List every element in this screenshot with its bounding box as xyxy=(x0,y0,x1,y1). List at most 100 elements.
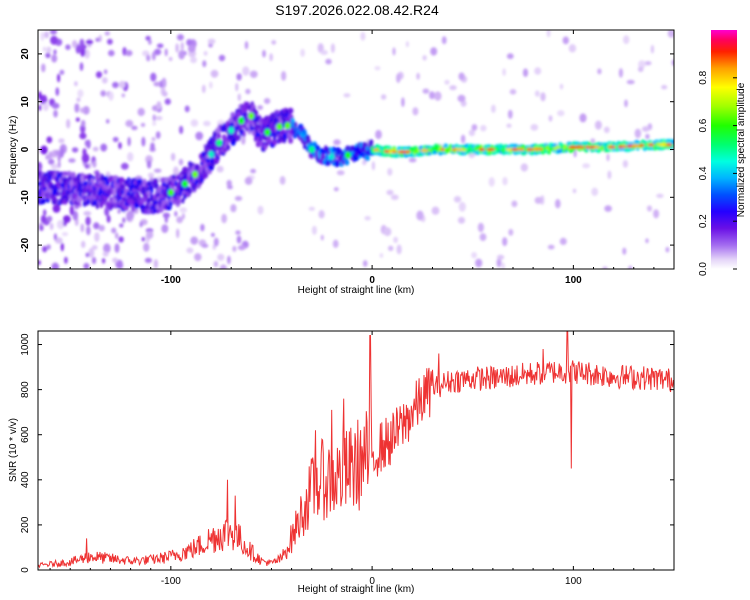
heatmap-noise-cell xyxy=(78,44,87,50)
heatmap-noise-cell xyxy=(152,121,157,126)
heatmap-noise-cell xyxy=(84,49,90,59)
heatmap-core-cell xyxy=(657,143,668,147)
heatmap-noise-cell xyxy=(108,49,115,57)
heatmap-noise-cell xyxy=(51,102,60,109)
heatmap-noise-cell xyxy=(221,213,228,224)
heatmap-ridge-cell xyxy=(309,141,314,148)
heatmap-noise-cell xyxy=(52,204,61,213)
heatmap-noise-cell xyxy=(235,82,239,92)
heatmap-noise-cell xyxy=(508,228,514,236)
heatmap-noise-cell xyxy=(38,91,42,100)
heatmap-noise-cell xyxy=(60,242,64,252)
heatmap-noise-cell xyxy=(54,237,63,244)
heatmap-noise-cell xyxy=(396,244,402,255)
heatmap-ridge-cell xyxy=(134,202,140,209)
heatmap-noise-cell xyxy=(491,104,496,114)
heatmap-noise-cell xyxy=(211,232,215,237)
heatmap-ridge-cell xyxy=(152,178,159,185)
colorbar: 0.0 0.2 0.4 0.6 0.8 Normalized spectral ampl… xyxy=(698,30,747,276)
heatmap-noise-cell xyxy=(200,223,205,232)
heatmap-cells xyxy=(38,30,674,269)
heatmap-noise-cell xyxy=(181,213,185,220)
heatmap-noise-cell xyxy=(408,158,417,163)
heatmap-noise-cell xyxy=(388,245,394,251)
heatmap-noise-cell xyxy=(245,88,251,95)
y-tick-label: 1000 xyxy=(20,333,31,356)
heatmap-noise-cell xyxy=(271,40,277,45)
heatmap-core-cell xyxy=(648,143,654,147)
heatmap-noise-cell xyxy=(122,217,126,224)
heatmap-noise-cell xyxy=(547,244,555,250)
heatmap-core-cell xyxy=(517,148,525,151)
heatmap-noise-cell xyxy=(141,237,145,242)
heatmap-ridge-cell xyxy=(242,131,246,137)
heatmap-noise-cell xyxy=(591,187,599,196)
heatmap-noise-cell xyxy=(82,106,90,115)
heatmap-ridge-cell xyxy=(238,122,245,129)
heatmap-ridge-cell xyxy=(71,198,75,204)
heatmap-noise-cell xyxy=(213,261,219,268)
heatmap-noise-cell xyxy=(116,262,124,269)
heatmap-noise-cell xyxy=(44,31,50,39)
heatmap-noise-cell xyxy=(59,69,65,75)
heatmap-ridge-cell xyxy=(319,148,324,154)
heatmap-core-cell xyxy=(238,117,245,125)
y-tick-label: -10 xyxy=(20,190,31,205)
heatmap-ridge-cell xyxy=(236,135,241,141)
heatmap-noise-cell xyxy=(213,237,219,247)
heatmap-noise-cell xyxy=(203,120,211,127)
heatmap-noise-cell xyxy=(330,43,335,53)
heatmap-noise-cell xyxy=(661,85,668,90)
heatmap-noise-cell xyxy=(568,44,577,53)
heatmap-noise-cell xyxy=(68,158,76,163)
heatmap-noise-cell xyxy=(100,90,106,97)
heatmap-noise-cell xyxy=(46,136,53,144)
heatmap-core-cell xyxy=(535,147,543,151)
heatmap-noise-cell xyxy=(383,227,392,237)
heatmap-noise-cell xyxy=(71,40,78,49)
heatmap-core-cell xyxy=(248,112,255,120)
heatmap-noise-cell xyxy=(162,91,168,97)
heatmap-noise-cell xyxy=(85,216,91,226)
heatmap-noise-cell xyxy=(40,215,47,224)
heatmap-noise-cell xyxy=(638,60,646,69)
heatmap-core-cell xyxy=(208,150,215,158)
heatmap-ridge-cell xyxy=(230,121,235,128)
heatmap-noise-cell xyxy=(511,200,518,208)
heatmap-noise-cell xyxy=(665,246,670,253)
heatmap-noise-cell xyxy=(622,247,627,255)
heatmap-noise-cell xyxy=(644,61,652,66)
heatmap-noise-cell xyxy=(94,232,100,242)
heatmap-noise-cell xyxy=(186,39,193,46)
heatmap-core-cell xyxy=(216,139,223,147)
heatmap-noise-cell xyxy=(375,129,382,140)
heatmap-noise-cell xyxy=(416,210,424,221)
spectrogram-ylabel: Frequency (Hz) xyxy=(8,116,19,185)
heatmap-noise-cell xyxy=(164,98,171,105)
y-tick-label: 600 xyxy=(20,426,31,443)
heatmap-noise-cell xyxy=(209,81,213,89)
heatmap-noise-cell xyxy=(250,168,256,174)
heatmap-noise-cell xyxy=(557,110,565,117)
heatmap-noise-cell xyxy=(422,55,427,61)
heatmap-noise-cell xyxy=(559,83,564,90)
heatmap-noise-cell xyxy=(95,71,103,79)
heatmap-ridge-cell xyxy=(118,177,125,183)
heatmap-noise-cell xyxy=(236,235,242,244)
heatmap-ridge-cell xyxy=(38,181,42,188)
colorbar-tick-label: 0.6 xyxy=(698,118,709,132)
heatmap-noise-cell xyxy=(53,109,58,118)
heatmap-noise-cell xyxy=(42,102,49,111)
heatmap-ridge-cell xyxy=(315,145,320,152)
colorbar-gradient xyxy=(711,30,737,269)
heatmap-noise-cell xyxy=(202,60,207,68)
heatmap-ridge-cell xyxy=(221,134,227,141)
heatmap-noise-cell xyxy=(217,253,225,261)
heatmap-noise-cell xyxy=(471,124,478,131)
heatmap-noise-cell xyxy=(179,207,187,213)
heatmap-noise-cell xyxy=(332,239,339,248)
heatmap-noise-cell xyxy=(637,66,644,73)
x-tick-label: -100 xyxy=(161,576,181,587)
heatmap-noise-cell xyxy=(79,62,84,71)
